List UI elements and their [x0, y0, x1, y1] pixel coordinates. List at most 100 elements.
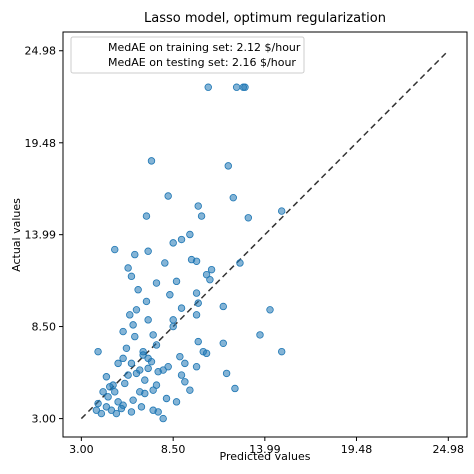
data-point	[127, 408, 136, 416]
data-point	[206, 275, 214, 284]
legend-entry-testing: MedAE on testing set: 2.16 $/hour	[108, 56, 296, 69]
data-point	[161, 259, 169, 267]
data-point	[126, 311, 134, 319]
data-point	[117, 404, 126, 413]
data-point	[199, 347, 207, 356]
data-point	[149, 331, 157, 339]
data-point	[186, 230, 194, 239]
data-point	[92, 406, 101, 414]
data-point	[176, 352, 184, 361]
data-point	[277, 347, 286, 356]
data-point	[219, 339, 227, 347]
data-point	[154, 368, 162, 376]
data-point	[136, 366, 144, 374]
axes: 3.00 8.50 13.99 19.48 24.98 3.00 8.50 13.99 19.4…	[25, 45, 465, 456]
data-point	[124, 264, 132, 272]
data-point	[144, 316, 152, 324]
y-tick-label: 24.98	[25, 45, 57, 58]
data-point	[94, 347, 102, 356]
data-point	[181, 359, 189, 368]
chart-title: Lasso model, optimum regularization	[144, 11, 386, 26]
data-point	[111, 388, 119, 396]
data-point	[111, 245, 119, 254]
x-tick-label: 13.99	[249, 443, 281, 456]
data-point	[202, 270, 211, 279]
data-point	[231, 384, 239, 393]
data-point	[152, 381, 161, 389]
data-point	[169, 322, 177, 331]
legend: MedAE on training set: 2.12 $/hour MedAE…	[70, 36, 305, 74]
data-point	[197, 212, 206, 220]
data-point	[241, 83, 249, 91]
data-point	[152, 279, 161, 287]
data-point	[229, 193, 237, 202]
data-point	[164, 363, 172, 371]
data-point	[194, 202, 202, 210]
data-point	[122, 344, 131, 353]
data-point	[107, 406, 116, 414]
data-point	[232, 83, 241, 91]
data-point	[256, 331, 264, 339]
data-point	[207, 265, 216, 274]
data-point	[114, 359, 122, 368]
data-point	[124, 371, 132, 379]
data-point	[104, 393, 112, 401]
y-axis-label: Actual values	[10, 198, 23, 272]
plot-area	[80, 50, 449, 423]
data-point	[97, 409, 106, 418]
data-point	[119, 327, 127, 336]
data-point	[192, 257, 201, 265]
x-axis-label: Predicted values	[220, 450, 311, 463]
legend-box	[70, 36, 305, 74]
data-point	[177, 235, 186, 244]
data-point	[106, 383, 114, 391]
data-point	[141, 389, 149, 398]
data-point	[141, 376, 149, 384]
data-point	[244, 214, 253, 222]
data-point	[194, 299, 202, 307]
data-point	[129, 396, 137, 404]
data-point	[166, 291, 174, 299]
data-point	[137, 403, 146, 411]
data-point	[192, 289, 201, 297]
data-point	[177, 371, 186, 379]
data-point	[131, 332, 139, 341]
data-point	[142, 212, 151, 220]
data-point	[147, 157, 156, 165]
data-point	[177, 304, 186, 312]
data-point	[224, 162, 232, 170]
y-tick-label: 3.00	[32, 413, 57, 426]
data-point	[162, 394, 171, 403]
data-point	[149, 386, 157, 394]
data-point	[127, 359, 136, 368]
data-point	[94, 399, 102, 408]
data-point	[172, 277, 181, 286]
data-point	[139, 351, 147, 359]
data-point	[152, 341, 161, 349]
data-point	[192, 311, 201, 319]
data-point	[164, 192, 172, 200]
x-tick-label: 8.50	[161, 443, 186, 456]
data-point	[192, 363, 201, 371]
data-point	[159, 414, 167, 423]
data-point	[127, 272, 136, 281]
data-point	[99, 388, 107, 396]
x-tick-label: 24.98	[433, 443, 465, 456]
data-point	[154, 408, 162, 416]
data-point	[102, 403, 111, 411]
data-point	[147, 357, 156, 366]
data-point	[112, 409, 121, 418]
data-point	[169, 316, 177, 324]
y-tick-label: 8.50	[32, 321, 57, 334]
data-point	[142, 297, 151, 306]
data-point	[114, 398, 122, 406]
x-tick-label: 3.00	[69, 443, 94, 456]
reference-line	[80, 50, 449, 420]
data-point	[121, 379, 129, 388]
y-tick-label: 19.48	[25, 137, 57, 150]
data-point	[144, 364, 152, 373]
data-point	[186, 386, 194, 394]
legend-entry-training: MedAE on training set: 2.12 $/hour	[108, 41, 301, 54]
data-point	[132, 306, 141, 314]
